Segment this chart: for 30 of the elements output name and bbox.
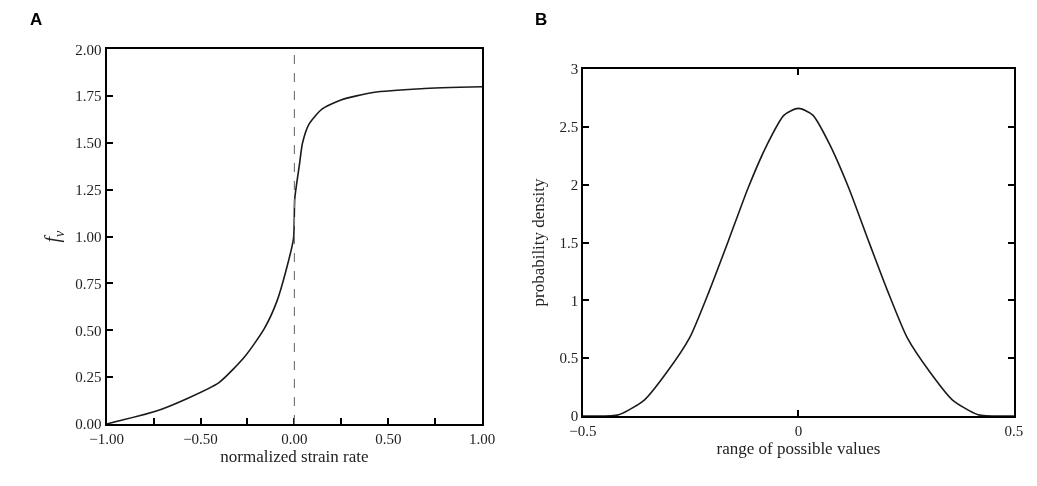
x-tick-label: 0.00	[281, 430, 308, 447]
y-tick-label: 0.25	[75, 369, 102, 386]
y-tick-label: 3	[570, 61, 579, 78]
y-tick-label: 0	[570, 408, 579, 425]
x-tick-label: −1.00	[89, 430, 124, 447]
y-tick-label: 1.5	[559, 234, 579, 251]
y-tick-label: 1.75	[75, 88, 102, 105]
y-tick-label: 2.00	[75, 41, 102, 58]
y-axis-title: probability density	[529, 178, 549, 307]
x-tick-label: 1.00	[469, 430, 496, 447]
x-axis-title: range of possible values	[716, 438, 881, 458]
line-series	[582, 107, 1014, 416]
chart-title: A	[30, 10, 43, 29]
chart-title: B	[535, 10, 548, 29]
y-tick-label: 1.50	[75, 135, 102, 152]
y-tick-label: 1	[570, 292, 579, 309]
line-series	[106, 86, 483, 424]
y-tick-label: 1.00	[75, 228, 102, 245]
y-tick-label: 2.5	[559, 119, 579, 136]
y-tick-label: 2	[570, 176, 579, 193]
y-tick-label: 1.25	[75, 182, 102, 199]
y-tick-label: 0.50	[75, 322, 102, 339]
x-tick-label: 0.50	[375, 430, 402, 447]
x-tick-label: −0.50	[183, 430, 218, 447]
x-tick-label: 0	[794, 422, 803, 439]
x-axis-title: normalized strain rate	[220, 446, 369, 466]
x-tick-label: −0.5	[569, 422, 597, 439]
x-tick-label: 0.5	[1004, 422, 1024, 439]
y-tick-label: 0.5	[559, 350, 579, 367]
y-tick-label: 0.75	[75, 275, 102, 292]
